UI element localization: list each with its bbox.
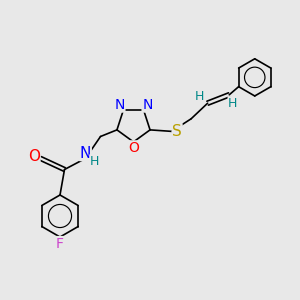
Text: H: H	[228, 97, 238, 110]
Text: H: H	[195, 90, 204, 103]
Text: O: O	[28, 149, 40, 164]
Text: N: N	[80, 146, 91, 160]
Text: O: O	[128, 141, 139, 155]
Text: S: S	[172, 124, 182, 139]
Text: N: N	[142, 98, 152, 112]
Text: H: H	[90, 155, 99, 168]
Text: F: F	[56, 237, 64, 250]
Text: N: N	[115, 98, 125, 112]
